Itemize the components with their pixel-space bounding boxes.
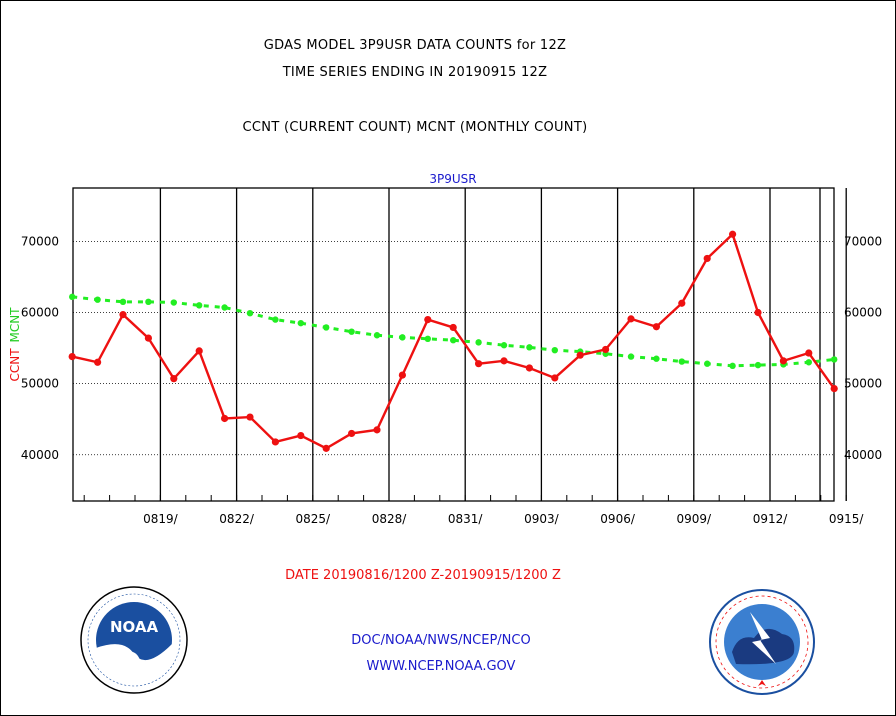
mcnt-point <box>627 353 635 360</box>
mcnt-point <box>373 332 381 339</box>
mcnt-point <box>119 298 127 306</box>
grid-lines <box>73 188 847 501</box>
ccnt-point <box>373 426 381 434</box>
mcnt-point <box>805 359 812 366</box>
mcnt-point <box>551 346 558 354</box>
mcnt-point <box>653 355 660 362</box>
ccnt-point <box>144 334 152 342</box>
y-tick-label-right: 40000 <box>844 448 882 462</box>
y-axis-label-ccnt: CCNT <box>8 348 22 382</box>
x-tick-label: 0825/ <box>296 512 332 526</box>
mcnt-point <box>500 342 508 349</box>
ccnt-point <box>678 299 686 307</box>
title-line-1: GDAS MODEL 3P9USR DATA COUNTS for 12Z <box>263 38 567 53</box>
ccnt-point <box>221 414 229 423</box>
y-tick-label-right: 50000 <box>844 377 882 391</box>
series-mcnt <box>69 293 838 370</box>
ccnt-point <box>398 371 406 379</box>
mcnt-point <box>424 335 431 343</box>
ccnt-point <box>424 316 432 324</box>
footer-org: DOC/NOAA/NWS/NCEP/NCO <box>351 633 531 648</box>
ccnt-point <box>576 351 584 359</box>
footer-url[interactable]: WWW.NCEP.NOAA.GOV <box>366 659 516 674</box>
ccnt-point <box>68 352 76 361</box>
nws-logo <box>709 589 815 695</box>
series-ccnt <box>68 230 838 452</box>
ccnt-point <box>652 323 661 331</box>
x-tick-label: 0915/ <box>829 512 865 526</box>
mcnt-point <box>94 296 101 303</box>
mcnt-point <box>272 316 279 323</box>
x-axis-date-range: DATE 20190816/1200 Z-20190915/1200 Z <box>285 568 561 583</box>
y-axis-label: CCNT MCNT <box>8 307 22 382</box>
plot-area <box>72 187 835 502</box>
ccnt-point <box>322 444 330 452</box>
y-tick-label-left: 50000 <box>21 377 59 391</box>
mcnt-point <box>196 302 203 309</box>
ccnt-point <box>500 357 508 365</box>
y-tick-labels: 40000 40000 50000 50000 60000 60000 70000 70000 <box>21 234 882 461</box>
mcnt-point <box>754 361 762 369</box>
mcnt-point <box>704 360 711 367</box>
title-line-3: CCNT (CURRENT COUNT) MCNT (MONTHLY COUNT… <box>242 120 588 135</box>
y-tick-label-right: 70000 <box>844 234 882 248</box>
ccnt-point <box>449 323 457 332</box>
y-axis-label-mcnt: MCNT <box>8 307 22 343</box>
y-tick-label-right: 60000 <box>844 305 882 319</box>
mcnt-point <box>475 339 482 346</box>
x-tick-label: 0828/ <box>372 512 408 526</box>
x-tick-label: 0906/ <box>600 512 636 526</box>
ccnt-point <box>94 358 102 366</box>
mcnt-point <box>297 319 304 327</box>
mcnt-point <box>450 337 457 344</box>
ccnt-point <box>729 230 737 238</box>
x-tick-labels: 0819/0822/0825/0828/0831/0903/0906/0909/… <box>143 512 864 526</box>
y-tick-label-left: 70000 <box>21 234 59 248</box>
mcnt-point <box>399 334 406 341</box>
ccnt-point <box>119 311 127 319</box>
ccnt-point <box>754 308 762 317</box>
ccnt-point <box>297 431 305 440</box>
title-line-2: TIME SERIES ENDING IN 20190915 12Z <box>282 65 548 80</box>
ccnt-point <box>348 429 356 438</box>
mcnt-point <box>831 356 838 363</box>
ccnt-point <box>551 374 559 382</box>
panel-title: 3P9USR <box>429 172 476 186</box>
mcnt-point <box>678 358 685 365</box>
mcnt-point <box>221 304 228 311</box>
mcnt-point <box>348 328 355 335</box>
ccnt-point <box>627 315 635 323</box>
ccnt-point <box>805 349 813 357</box>
ccnt-point <box>195 347 203 355</box>
x-tick-label: 0831/ <box>448 512 484 526</box>
mcnt-point <box>729 362 736 370</box>
x-tick-label: 0903/ <box>524 512 560 526</box>
x-tick-label: 0822/ <box>219 512 255 526</box>
x-tick-label: 0819/ <box>143 512 179 526</box>
mcnt-point <box>323 324 330 331</box>
ccnt-point <box>602 345 610 354</box>
noaa-logo: NOAA <box>80 586 188 694</box>
ccnt-point <box>525 364 534 372</box>
noaa-logo-text: NOAA <box>110 618 159 636</box>
y-tick-label-left: 40000 <box>21 448 59 462</box>
mcnt-point <box>170 299 177 306</box>
ccnt-point <box>271 438 279 446</box>
mcnt-point <box>246 310 254 317</box>
ccnt-point <box>830 385 838 393</box>
x-tick-label: 0912/ <box>753 512 789 526</box>
mcnt-point <box>145 298 152 306</box>
ccnt-point <box>703 254 711 263</box>
mcnt-line <box>72 295 835 368</box>
ccnt-point <box>246 413 254 421</box>
ccnt-point <box>170 375 178 383</box>
x-tick-label: 0909/ <box>677 512 713 526</box>
y-tick-label-left: 60000 <box>21 305 59 319</box>
mcnt-point <box>526 344 533 351</box>
mcnt-point <box>69 293 76 301</box>
ccnt-point <box>475 360 483 368</box>
ccnt-point <box>779 357 788 365</box>
